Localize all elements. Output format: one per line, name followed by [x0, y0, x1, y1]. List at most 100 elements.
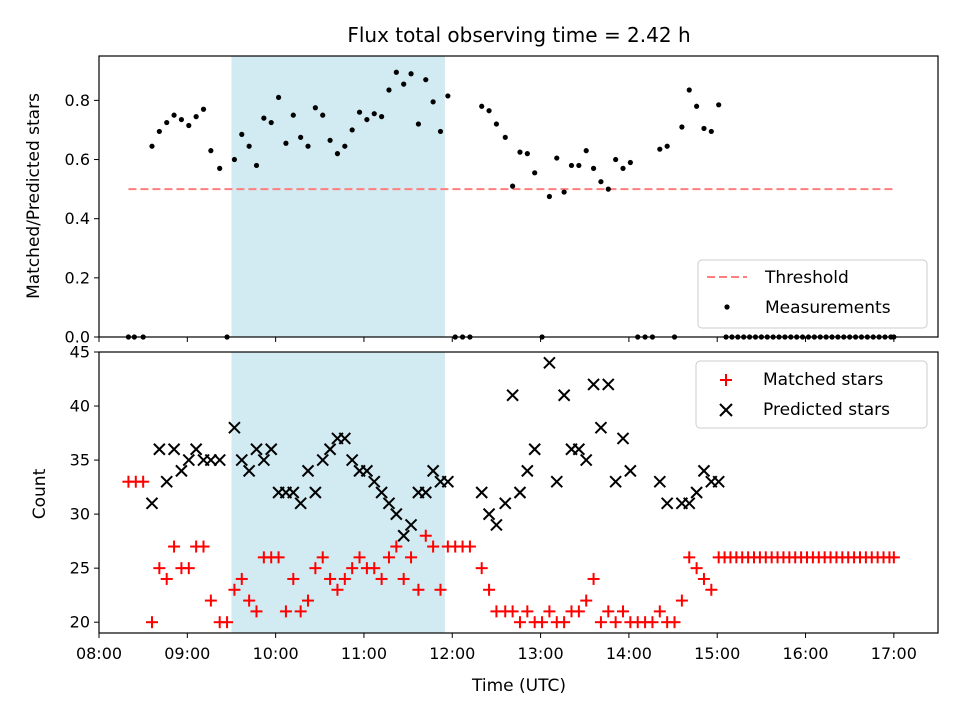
predicted-star-point: [382, 497, 396, 510]
matched-star-point: [412, 583, 425, 596]
matched-star-point: [287, 572, 300, 585]
predicted-star-point: [609, 475, 622, 488]
legend-measurements-swatch: [724, 304, 730, 310]
predicted-star-point: [375, 486, 388, 499]
predicted-star-point: [390, 507, 403, 521]
bottom-x-tick-label: 15:00: [694, 644, 740, 663]
predicted-star-point: [653, 475, 667, 488]
measurement-point: [268, 119, 274, 126]
top-y-tick-label: 0.2: [65, 268, 90, 287]
predicted-star-point: [287, 486, 300, 499]
measurement-point: [598, 179, 604, 185]
measurement-point: [590, 165, 597, 171]
bottom-x-tick-label: 09:00: [164, 644, 210, 663]
predicted-star-point: [697, 464, 711, 478]
measurement-point: [554, 155, 560, 161]
bottom-x-tick-label: 16:00: [782, 644, 828, 663]
matched-star-point: [521, 605, 534, 618]
predicted-star-point: [257, 453, 271, 467]
matched-star-point: [382, 551, 395, 564]
measurement-point: [371, 111, 377, 117]
matched-star-point: [168, 540, 181, 553]
predicted-star-point: [204, 453, 218, 467]
legend-matched-label: Matched stars: [763, 370, 883, 390]
predicted-star-point: [213, 453, 226, 467]
measurement-point: [364, 116, 370, 123]
predicted-star-point: [482, 507, 496, 521]
predicted-star-point: [426, 464, 440, 478]
measurement-point: [486, 108, 492, 114]
predicted-star-point: [690, 486, 703, 499]
measurement-point: [561, 189, 567, 195]
predicted-star-point: [475, 486, 488, 499]
matched-star-point: [683, 551, 696, 564]
measurement-point: [502, 134, 508, 140]
matched-star-point: [405, 551, 418, 564]
top-y-axis-label: Matched/Predicted stars: [24, 93, 44, 299]
measurement-point: [171, 112, 177, 118]
matched-star-point: [609, 616, 622, 629]
measurement-point: [193, 114, 199, 120]
legend-measurements-label: Measurements: [765, 298, 891, 318]
matched-star-point: [434, 583, 447, 596]
predicted-star-point: [580, 453, 593, 467]
predicted-star-point: [404, 518, 418, 532]
measurement-point: [156, 128, 162, 135]
measurement-point: [576, 162, 582, 169]
predicted-star-point: [294, 497, 307, 510]
measurement-point: [568, 162, 575, 169]
predicted-star-point: [360, 464, 374, 478]
predicted-star-point: [189, 443, 203, 456]
predicted-star-point: [145, 497, 159, 510]
measurement-point: [356, 109, 363, 115]
predicted-star-point: [513, 486, 527, 499]
measurement-point: [386, 87, 392, 93]
predicted-star-point: [235, 453, 248, 467]
bottom-legend-frame: [695, 360, 928, 429]
matched-star-point: [182, 562, 195, 575]
bottom-y-tick-label: 35: [70, 451, 90, 470]
predicted-star-point: [419, 486, 432, 499]
matched-star-point: [204, 594, 217, 607]
bottom-x-tick-label: 12:00: [429, 644, 475, 663]
measurement-point: [408, 71, 414, 77]
measurement-point: [275, 94, 282, 101]
predicted-star-point: [250, 443, 263, 456]
measurement-point: [320, 112, 326, 118]
matched-star-point: [594, 616, 607, 629]
measurement-point: [401, 81, 407, 87]
measurement-point: [290, 112, 296, 118]
matched-star-point: [690, 562, 703, 575]
predicted-star-point: [368, 475, 381, 488]
predicted-star-point: [572, 443, 586, 456]
matched-star-point: [580, 594, 593, 607]
measurement-point: [657, 146, 663, 152]
top-panel: 0.0 0.2 0.4 0.6 0.8: [65, 55, 939, 347]
x-axis-label: Time (UTC): [471, 676, 566, 696]
matched-star-point: [572, 605, 585, 618]
measurement-point: [517, 149, 523, 155]
measurement-point: [524, 151, 530, 157]
measurement-point: [349, 127, 355, 133]
matched-star-point: [675, 594, 688, 607]
measurement-point: [334, 151, 341, 157]
predicted-star-point: [602, 378, 615, 391]
predicted-star-point: [594, 421, 608, 434]
matched-star-point: [419, 529, 432, 542]
matched-star-point: [221, 616, 234, 629]
predicted-star-point: [338, 432, 352, 445]
matched-star-point: [279, 605, 292, 618]
predicted-star-point: [712, 475, 725, 488]
measurement-point: [393, 69, 399, 75]
predicted-star-point: [683, 497, 696, 510]
predicted-star-point: [499, 497, 512, 510]
measurement-point: [546, 193, 553, 200]
measurement-point: [437, 128, 444, 135]
measurement-point: [200, 106, 207, 112]
measurement-point: [708, 128, 714, 135]
matched-star-point: [235, 572, 248, 585]
matched-star-point: [513, 616, 526, 629]
measurement-point: [231, 156, 238, 163]
matched-star-point: [668, 616, 681, 629]
